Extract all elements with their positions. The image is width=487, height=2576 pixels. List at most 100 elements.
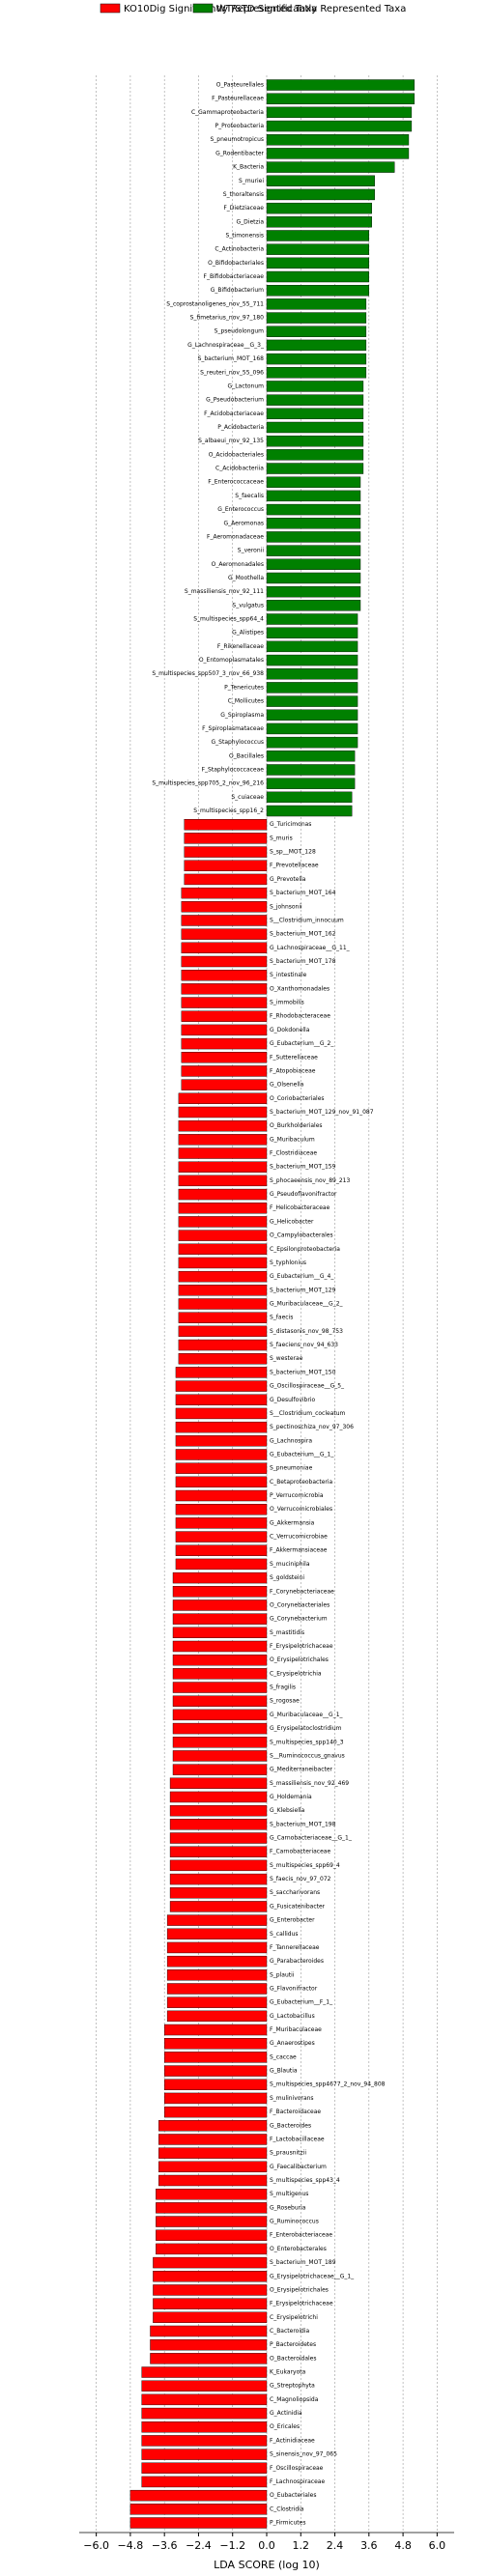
bar — [172, 1695, 268, 1707]
legend-swatch — [100, 3, 121, 14]
bar-label: P_Tenericutes — [224, 684, 264, 691]
bar — [129, 2504, 268, 2515]
bar-label: G_Klebsiella — [270, 1807, 305, 1814]
bar-label: S_muriei — [239, 178, 264, 184]
bar-label: O_Bacillales — [229, 752, 264, 759]
bar-label: S_distasonis_nov_98_753 — [270, 1328, 343, 1335]
bar-label: F_Acidobacteriaceae — [204, 410, 264, 417]
bar — [141, 2366, 268, 2378]
bar — [178, 1188, 268, 1201]
bar-label: C_Verrucomicrobiae — [270, 1534, 328, 1541]
bar-label: G_Streptophyta — [270, 2383, 315, 2390]
bar — [266, 161, 395, 173]
x-tick-label: −3.6 — [152, 2539, 178, 2552]
bar — [172, 1571, 268, 1584]
bar-label: C_Epsilonproteobacteria — [270, 1246, 340, 1253]
bar-label: C_Erysipelotrichia — [270, 1670, 322, 1677]
bar-label: G_Eubacterium__G_1_ — [270, 1451, 334, 1458]
bar — [266, 257, 370, 269]
bar — [181, 1010, 268, 1022]
bar-label: G_Erysipelotrichaceae__G_1_ — [270, 2273, 355, 2279]
bar — [266, 585, 361, 598]
bar-label: O_Acidobacteriales — [209, 451, 264, 458]
bar-label: F_Erysipelotrichaceae — [270, 1643, 333, 1650]
bar — [266, 134, 410, 146]
bar — [266, 764, 356, 776]
bar — [181, 969, 268, 981]
bar-label: O_Ericales — [270, 2423, 300, 2430]
bar-label: S_reuteri_nov_55_096 — [200, 369, 264, 376]
bar — [175, 1503, 268, 1515]
bar-label: S_multigenus — [270, 2191, 308, 2197]
x-tick-label: −4.8 — [118, 2539, 144, 2552]
bar — [175, 1449, 268, 1460]
bar-label: G_Turicimonas — [270, 821, 311, 828]
bar-label: G_Pseudobacterium — [206, 397, 264, 404]
bar — [172, 1750, 268, 1762]
bar — [266, 668, 358, 680]
bar — [166, 1941, 268, 1954]
bar-label: F_Corynebacteriaceae — [270, 1588, 334, 1595]
bar — [181, 1052, 268, 1063]
x-tick-label: 2.4 — [327, 2539, 344, 2552]
bar-label: C_Clostridia — [270, 2505, 304, 2512]
bar-label: S_pneumotropicus — [211, 136, 265, 143]
bar-label: G_Lactobacillus — [270, 2013, 315, 2020]
bar — [266, 750, 356, 762]
bar-label: G_Eubacterium__G_4_ — [270, 1273, 334, 1280]
bar — [150, 2338, 268, 2351]
bar — [169, 1859, 268, 1872]
bar — [163, 2038, 268, 2050]
legend-label: WT/STD Significantly Represented Taxa — [216, 4, 406, 14]
bar — [175, 1558, 268, 1571]
bar — [178, 1298, 268, 1310]
bar — [184, 833, 268, 844]
bar — [169, 1777, 268, 1789]
bar — [266, 600, 361, 611]
bar — [266, 216, 372, 228]
bar — [163, 2079, 268, 2090]
bar — [266, 381, 364, 392]
bar-label: P_Bacteroidetes — [270, 2341, 316, 2348]
bar — [172, 1682, 268, 1693]
bar — [166, 1969, 268, 1981]
bar-label: F_Actinidiaceae — [270, 2437, 315, 2444]
bar-label: S_intestinale — [270, 972, 307, 978]
bar-label: O_Verrucomicrobiales — [270, 1506, 332, 1513]
legend-label: KO10Dig Significantly Represented Taxa — [124, 4, 317, 14]
bar-label: F_Helicobacteraceae — [270, 1204, 330, 1211]
bar-label: C_Betaproteobacteria — [270, 1479, 333, 1486]
bar-label: G_Flavonifractor — [270, 1985, 318, 1992]
bar-label: S_thoraltensis — [223, 191, 264, 198]
bar-label: K_Bacteria — [233, 164, 264, 171]
bar — [266, 421, 364, 434]
bar-label: G_Spiroplasma — [220, 712, 264, 719]
bar-label: K_Eukaryota — [270, 2369, 306, 2376]
bar-label: O_Coriobacteriales — [270, 1095, 325, 1102]
bar — [150, 2325, 268, 2337]
bar-label: C_Gammaproteobacteria — [191, 109, 264, 116]
bar — [178, 1312, 268, 1323]
bar-label: F_Rikenellaceae — [217, 643, 264, 650]
bar-label: F_Spiroplasmataceae — [202, 725, 264, 732]
bar-label: F_Staphylococcaceae — [202, 766, 265, 773]
bar — [178, 1203, 268, 1214]
bar-label: S_rogosae — [270, 1698, 300, 1705]
bar — [141, 2380, 268, 2392]
bar-label: G_Eubacterium__G_2_ — [270, 1040, 334, 1047]
bar — [175, 1489, 268, 1502]
bar-label: S_phocaeensis_nov_89_213 — [270, 1177, 350, 1184]
bar-label: S_prausnitzii — [270, 2150, 306, 2157]
bar-label: S_bacterium_MOT_189 — [270, 2259, 336, 2266]
bar — [178, 1230, 268, 1241]
bar — [266, 695, 358, 707]
bar — [178, 1134, 268, 1146]
bar-label: S_bacterium_MOT_168 — [198, 355, 265, 362]
bar — [172, 1709, 268, 1721]
bar-label: S_massiliensis_nov_92_111 — [185, 588, 264, 595]
bar — [178, 1092, 268, 1105]
bar — [175, 1462, 268, 1474]
bar-label: G_Enterobacter — [270, 1917, 315, 1924]
bar-label: S_faecis_nov_97_072 — [270, 1876, 331, 1882]
bar — [172, 1627, 268, 1639]
